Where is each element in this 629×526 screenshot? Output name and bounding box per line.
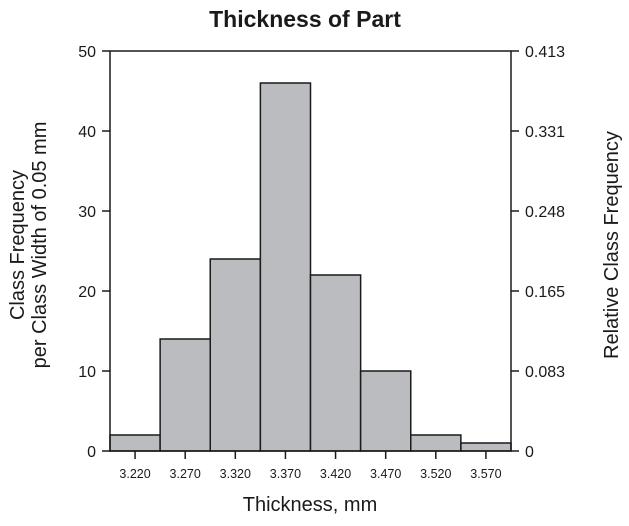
x-axis: 3.220 3.270 3.320 3.370 3.420 3.470 3.520 3.570 [119, 451, 502, 481]
x-tick-label: 3.520 [420, 467, 451, 481]
left-tick-label: 10 [78, 364, 96, 381]
right-tick-label: 0.331 [525, 124, 565, 141]
bar-3.370 [259, 82, 312, 452]
right-tick-label: 0 [525, 444, 534, 461]
bar-3.320 [209, 258, 262, 452]
x-tick-label: 3.220 [119, 467, 150, 481]
left-tick-label: 40 [78, 124, 96, 141]
right-tick-label: 0.165 [525, 284, 565, 301]
bar-3.520 [410, 434, 462, 452]
bars-group [109, 82, 512, 452]
right-tick-label: 0.083 [525, 364, 565, 381]
x-tick-label: 3.570 [470, 467, 501, 481]
x-tick-label: 3.320 [220, 467, 251, 481]
left-axis: 0 10 20 30 40 50 [78, 44, 110, 461]
bar-3.570 [460, 442, 512, 452]
bar-3.470 [359, 370, 412, 452]
right-tick-label: 0.248 [525, 204, 565, 221]
left-tick-label: 20 [78, 284, 96, 301]
bar-3.420 [309, 274, 362, 452]
left-tick-label: 0 [87, 444, 96, 461]
bar-3.220 [109, 434, 161, 452]
x-tick-label: 3.420 [320, 467, 351, 481]
plot-frame [109, 50, 512, 452]
x-tick-label: 3.370 [270, 467, 301, 481]
x-axis-label: Thickness, mm [243, 494, 377, 516]
right-tick-label: 0.413 [525, 44, 565, 61]
x-tick-label: 3.470 [370, 467, 401, 481]
left-tick-label: 50 [78, 44, 96, 61]
y-axis-label-line2: per Class Width of 0.05 mm [29, 122, 51, 369]
right-axis: 0 0.083 0.165 0.248 0.331 0.413 [511, 44, 565, 461]
left-tick-label: 30 [78, 204, 96, 221]
bar-3.270 [159, 338, 211, 452]
x-tick-label: 3.270 [170, 467, 201, 481]
y-axis-label-line1: Class Frequency [7, 170, 29, 320]
right-axis-label: Relative Class Frequency [601, 131, 623, 359]
chart-title: Thickness of Part [209, 6, 401, 32]
